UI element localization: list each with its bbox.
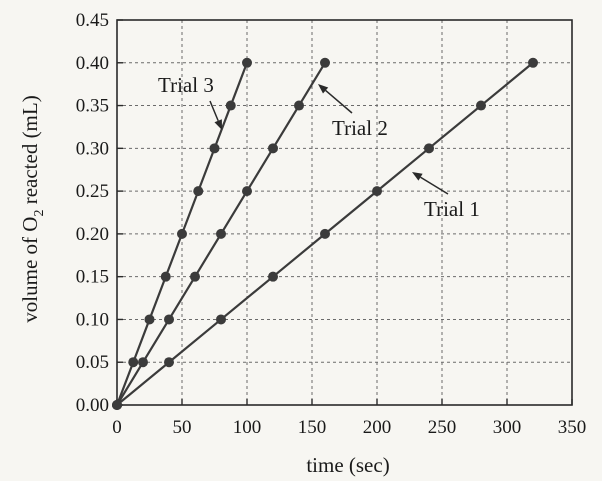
y-tick-label: 0.00 [76,395,109,416]
data-point-trial-3 [225,100,236,111]
data-point-trial-1 [268,271,278,282]
arrow-line-trial-2 [325,89,353,114]
series-label-trial-3: Trial 3 [158,73,214,97]
arrow-line-trial-1 [420,176,449,195]
arrow-head-trial-3 [214,119,222,130]
y-axis-title-suffix: reacted (mL) [18,95,42,209]
y-tick-label: 0.15 [76,267,109,288]
y-tick-label: 0.35 [76,96,109,117]
y-axis-title-prefix: volume of O [18,217,42,323]
annotation-trial-3: Trial 3 [158,73,222,130]
data-point-trial-3 [112,400,122,410]
y-tick-label: 0.40 [76,53,109,74]
x-axis-title: time (sec) [306,453,389,477]
data-point-trial-1 [164,357,174,368]
data-point-trial-3 [242,57,252,68]
x-tick-label: 200 [363,417,392,438]
series-group [112,57,538,410]
series-label-trial-2: Trial 2 [332,116,388,140]
x-tick-label: 0 [112,417,122,438]
x-tick-label: 100 [233,417,262,438]
data-point-trial-2 [216,228,226,239]
y-tick-label: 0.30 [76,138,109,159]
data-point-trial-1 [424,143,434,154]
grid [117,20,572,405]
x-tick-label: 150 [298,417,327,438]
y-axis-title: volume of O2 reacted (mL) [18,95,47,322]
data-point-trial-3 [193,186,204,197]
arrow-line-trial-3 [209,100,219,122]
annotation-trial-2: Trial 2 [318,84,388,140]
arrow-head-trial-2 [318,84,329,94]
data-point-trial-2 [242,186,252,197]
data-point-trial-1 [320,228,330,239]
data-point-trial-3 [177,228,187,239]
data-point-trial-3 [128,357,139,368]
y-tick-label: 0.05 [76,352,109,373]
x-tick-label: 250 [428,417,457,438]
data-point-trial-1 [372,186,382,197]
data-point-trial-1 [476,100,486,111]
data-point-trial-2 [320,57,330,68]
arrow-head-trial-1 [412,172,423,181]
data-point-trial-3 [160,271,171,282]
y-tick-label: 0.45 [76,10,109,31]
x-tick-label: 350 [558,417,587,438]
data-point-trial-2 [164,314,174,325]
tick-labels: 0 50 100 150 200 250 300 350 0.00 0.05 0.10 0.15 0.2… [76,10,587,438]
series-annotations: Trial 1 Trial 2 Trial 3 [158,73,480,221]
axis-ticks [116,19,573,406]
series-trial-1 [112,57,538,410]
data-point-trial-2 [294,100,304,111]
data-point-trial-2 [138,357,148,368]
y-axis-title-subscript: 2 [32,210,47,217]
data-point-trial-3 [144,314,155,325]
data-point-trial-2 [190,271,200,282]
data-point-trial-1 [216,314,226,325]
plot-frame [116,19,573,406]
annotation-trial-1: Trial 1 [412,172,480,221]
data-point-trial-2 [268,143,278,154]
x-tick-label: 300 [493,417,522,438]
y-tick-label: 0.25 [76,181,109,202]
data-point-trial-1 [528,57,538,68]
series-label-trial-1: Trial 1 [424,197,480,221]
y-tick-label: 0.10 [76,309,109,330]
x-tick-label: 50 [173,417,192,438]
y-tick-label: 0.20 [76,224,109,245]
series-trial-3 [112,57,252,410]
data-point-trial-3 [209,143,220,154]
